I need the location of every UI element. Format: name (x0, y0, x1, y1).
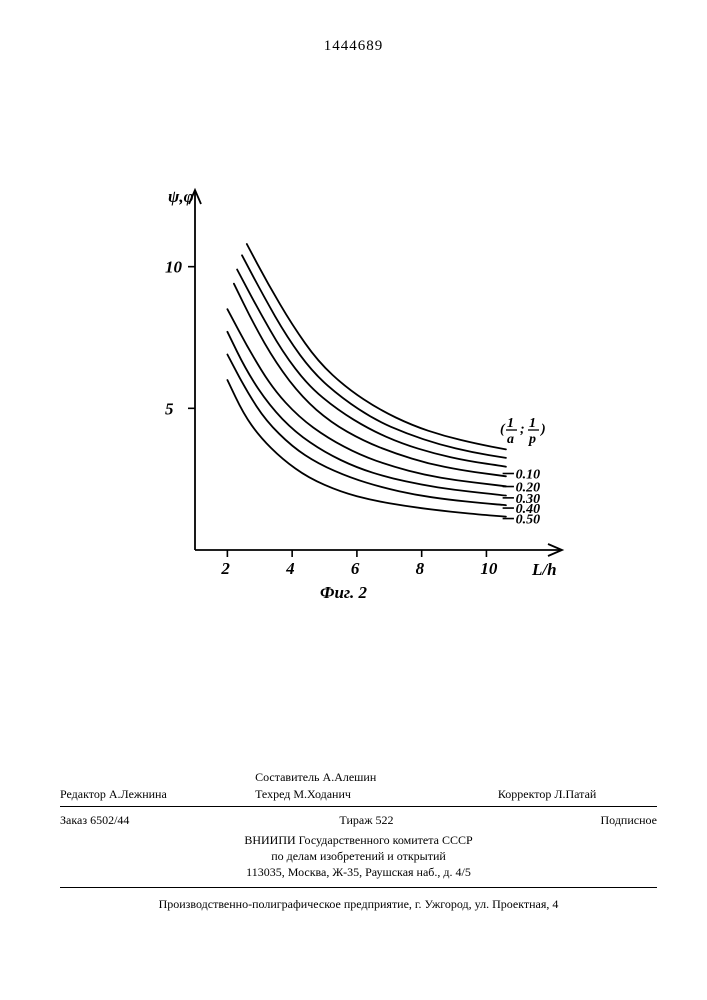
figure-caption: Фиг. 2 (320, 583, 367, 602)
printer-line: Производственно-полиграфическое предприя… (60, 897, 657, 912)
tirazh-label: Тираж (339, 813, 372, 827)
compiler-label: Составитель (255, 770, 319, 784)
svg-text:1: 1 (529, 416, 536, 431)
curve-1 (227, 355, 506, 506)
curve-family (227, 244, 506, 517)
parameter-symbol: ( 1 a ; 1 p ) (500, 416, 546, 447)
x-ticks: 2 4 6 8 10 (220, 550, 498, 578)
svg-text:8: 8 (416, 559, 425, 578)
org-line-1: ВНИИПИ Государственного комитета СССР (60, 832, 657, 848)
svg-text:1: 1 (507, 416, 514, 431)
svg-text:): ) (539, 422, 546, 437)
curve-7 (247, 244, 506, 449)
svg-text:6: 6 (351, 559, 360, 578)
subscription: Подписное (601, 813, 658, 827)
org-line-2: по делам изобретений и открытий (60, 848, 657, 864)
y-axis-label: ψ,φ (168, 187, 194, 206)
compiler-name: А.Алешин (323, 770, 377, 784)
divider-2 (60, 887, 657, 888)
order-label: Заказ (60, 813, 87, 827)
curve-label: 0.50 (516, 513, 541, 528)
techred-name: М.Ходанич (293, 787, 351, 801)
tirazh-value: 522 (376, 813, 394, 827)
svg-text:(: ( (500, 422, 506, 437)
svg-text:;: ; (520, 422, 525, 437)
x-axis-label: L/h (531, 560, 557, 579)
curve-parameter-labels: 0.100.200.300.400.50 (503, 468, 540, 528)
document-number: 1444689 (0, 38, 707, 55)
svg-text:p: p (528, 432, 536, 447)
corrector-name: Л.Патай (554, 787, 596, 801)
svg-text:4: 4 (285, 559, 295, 578)
editor-name: А.Лежнина (109, 787, 167, 801)
colophon: Составитель А.Алешин Редактор А.Лежнина … (60, 770, 657, 894)
svg-text:a: a (507, 432, 514, 447)
techred-label: Техред (255, 787, 290, 801)
order-number: 6502/44 (90, 813, 129, 827)
divider-1 (60, 806, 657, 807)
svg-text:10: 10 (165, 258, 183, 277)
svg-text:2: 2 (220, 559, 230, 578)
chart-svg: 246810 510 0.100.200.300.400.50 ψ,φ L/h … (140, 180, 570, 610)
corrector-label: Корректор (498, 787, 552, 801)
printer-footer: Производственно-полиграфическое предприя… (60, 897, 657, 912)
svg-text:5: 5 (165, 399, 174, 418)
figure-2-chart: 246810 510 0.100.200.300.400.50 ψ,φ L/h … (140, 180, 570, 610)
curve-4 (234, 284, 506, 477)
svg-text:10: 10 (480, 559, 498, 578)
editor-label: Редактор (60, 787, 106, 801)
curve-6 (242, 255, 506, 458)
y-ticks: 5 10 (165, 258, 195, 419)
org-line-3: 113035, Москва, Ж-35, Раушская наб., д. … (60, 864, 657, 880)
